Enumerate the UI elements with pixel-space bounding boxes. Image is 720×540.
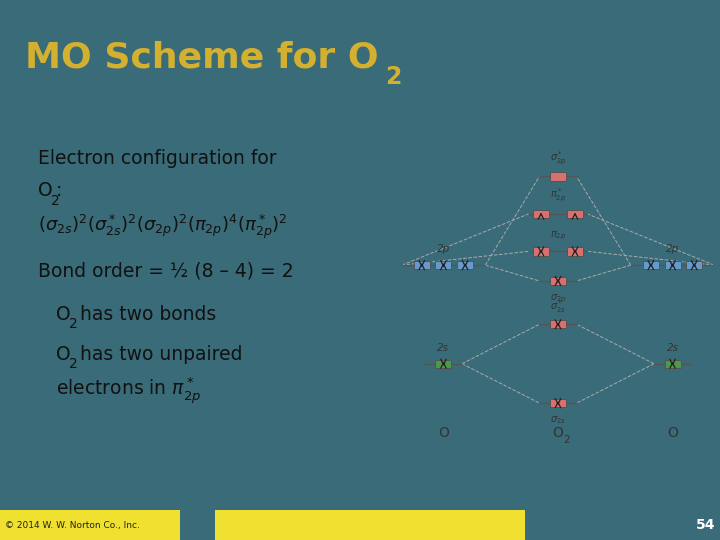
Text: $\pi^*_{2p}$: $\pi^*_{2p}$ (550, 187, 566, 205)
Text: O: O (38, 181, 53, 200)
Text: electrons in $\pi_{2p}^*$: electrons in $\pi_{2p}^*$ (56, 375, 201, 406)
Text: 2: 2 (563, 435, 570, 444)
FancyBboxPatch shape (665, 261, 680, 269)
FancyBboxPatch shape (643, 261, 659, 269)
FancyBboxPatch shape (686, 261, 702, 269)
Text: 2: 2 (69, 357, 78, 372)
Text: O: O (438, 426, 449, 440)
Text: O: O (56, 305, 71, 324)
FancyBboxPatch shape (550, 277, 566, 285)
Text: $\sigma^*_{2p}$: $\sigma^*_{2p}$ (550, 150, 566, 167)
Text: $\pi_{2p}$: $\pi_{2p}$ (550, 230, 566, 242)
Text: Electron configuration for: Electron configuration for (38, 149, 276, 168)
FancyBboxPatch shape (533, 210, 549, 218)
Text: 2p: 2p (666, 244, 679, 254)
Text: has two unpaired: has two unpaired (74, 345, 243, 364)
Text: $\sigma_{2p}$: $\sigma_{2p}$ (550, 292, 566, 305)
FancyBboxPatch shape (414, 261, 430, 269)
Text: has two bonds: has two bonds (74, 305, 216, 324)
Text: Bond order = ½ (8 – 4) = 2: Bond order = ½ (8 – 4) = 2 (38, 261, 294, 280)
FancyBboxPatch shape (550, 172, 566, 180)
FancyBboxPatch shape (550, 320, 566, 328)
FancyBboxPatch shape (533, 247, 549, 255)
Text: 2: 2 (51, 194, 60, 207)
Text: MO Scheme for O: MO Scheme for O (25, 40, 379, 75)
Text: O: O (56, 345, 71, 364)
Text: 2s: 2s (667, 343, 678, 353)
FancyBboxPatch shape (665, 360, 680, 368)
Text: 2: 2 (385, 65, 402, 90)
Text: O: O (667, 426, 678, 440)
Bar (215, 510, 525, 540)
FancyBboxPatch shape (436, 360, 451, 368)
FancyBboxPatch shape (567, 247, 583, 255)
FancyBboxPatch shape (567, 210, 583, 218)
Text: $\sigma_{2s}$: $\sigma_{2s}$ (550, 415, 566, 427)
Text: O: O (552, 426, 564, 440)
Text: :: : (56, 181, 63, 200)
Text: 2p: 2p (437, 244, 450, 254)
Text: 2: 2 (69, 318, 78, 332)
Text: © 2014 W. W. Norton Co., Inc.: © 2014 W. W. Norton Co., Inc. (5, 521, 140, 530)
FancyBboxPatch shape (436, 261, 451, 269)
Text: $\sigma^*_{2s}$: $\sigma^*_{2s}$ (550, 298, 566, 315)
FancyBboxPatch shape (457, 261, 473, 269)
Text: 2s: 2s (438, 343, 449, 353)
Text: 54: 54 (696, 518, 715, 532)
Text: $(\sigma_{2s})^2(\sigma_{2s}^*)^2(\sigma_{2p})^2(\pi_{2p})^4(\pi_{2p}^*)^2$: $(\sigma_{2s})^2(\sigma_{2s}^*)^2(\sigma… (38, 212, 287, 241)
Bar (0, 510, 180, 540)
FancyBboxPatch shape (550, 399, 566, 407)
